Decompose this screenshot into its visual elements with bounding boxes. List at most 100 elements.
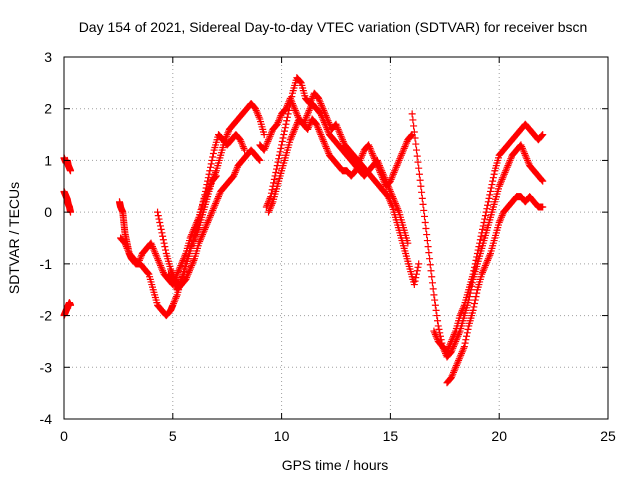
data-point [335, 127, 343, 135]
data-point [207, 160, 215, 168]
data-point [448, 346, 456, 354]
data-point [484, 255, 492, 263]
data-point [431, 331, 439, 339]
data-point [124, 246, 132, 254]
data-point [283, 117, 291, 125]
data-point [278, 137, 286, 145]
data-point [196, 236, 204, 244]
data-point [538, 131, 546, 139]
data-series [154, 131, 249, 289]
x-tick-label: 5 [169, 428, 177, 444]
data-point [286, 136, 294, 144]
data-point [447, 374, 455, 382]
data-point [156, 262, 164, 270]
data-point [208, 208, 216, 216]
data-point [539, 177, 547, 185]
data-point [367, 146, 375, 154]
data-point [418, 188, 426, 196]
data-point [389, 194, 397, 202]
data-point [466, 289, 474, 297]
data-point [201, 225, 209, 233]
data-point [369, 151, 377, 159]
data-point [408, 110, 416, 118]
data-point [473, 289, 481, 297]
data-point [390, 196, 398, 204]
data-point [282, 120, 290, 128]
data-point [275, 115, 283, 123]
data-point [202, 184, 210, 192]
data-point [332, 120, 340, 128]
data-point [336, 131, 344, 139]
data-point [186, 265, 194, 273]
data-point [320, 139, 328, 147]
data-point [288, 100, 296, 108]
data-point [366, 144, 374, 152]
data-point [339, 137, 347, 145]
data-point [230, 172, 238, 180]
data-point [481, 215, 489, 223]
data-point [377, 170, 385, 178]
data-point [273, 165, 281, 173]
data-point [187, 263, 195, 271]
data-point [395, 156, 403, 164]
x-tick-label: 0 [60, 428, 68, 444]
data-point [409, 116, 417, 124]
data-point [201, 191, 209, 199]
data-point [265, 136, 273, 144]
data-point [209, 206, 217, 214]
data-point [418, 194, 426, 202]
data-point [275, 155, 283, 163]
data-point [162, 246, 170, 254]
data-point [521, 150, 529, 158]
data-point [254, 112, 262, 120]
data-point [320, 119, 328, 127]
data-point [422, 225, 430, 233]
data-point [273, 120, 281, 128]
x-tick-label: 15 [383, 428, 399, 444]
data-point [262, 143, 270, 151]
data-point [199, 198, 207, 206]
data-point [413, 152, 421, 160]
data-point [209, 150, 217, 158]
data-point [323, 125, 331, 133]
data-point [169, 301, 177, 309]
data-point [137, 253, 145, 261]
data-point [391, 165, 399, 173]
data-point [431, 301, 439, 309]
data-point [264, 137, 272, 145]
data-point [415, 260, 423, 268]
data-point [324, 148, 332, 156]
data-point [188, 260, 196, 268]
data-point [472, 293, 480, 301]
data-series [408, 110, 547, 356]
data-point [289, 101, 297, 109]
data-point [490, 170, 498, 178]
data-point [354, 160, 362, 168]
data-point [265, 208, 273, 216]
data-point [373, 162, 381, 170]
data-point [281, 124, 289, 132]
data-series [115, 100, 268, 320]
data-point [433, 334, 441, 342]
data-points [60, 74, 547, 387]
data-point [265, 206, 273, 214]
data-point [319, 115, 327, 123]
data-point [485, 253, 493, 261]
data-point [497, 215, 505, 223]
data-point [392, 201, 400, 209]
data-point [401, 143, 409, 151]
data-point [389, 172, 397, 180]
data-point [266, 205, 274, 213]
data-point [435, 325, 443, 333]
data-point [479, 267, 487, 275]
data-point [453, 334, 461, 342]
data-point [211, 174, 219, 182]
data-point [237, 137, 245, 145]
data-point [210, 203, 218, 211]
data-point [462, 336, 470, 344]
data-point [380, 177, 388, 185]
data-point [151, 250, 159, 258]
data-point [148, 241, 156, 249]
data-point [196, 237, 204, 245]
data-point [386, 187, 394, 195]
